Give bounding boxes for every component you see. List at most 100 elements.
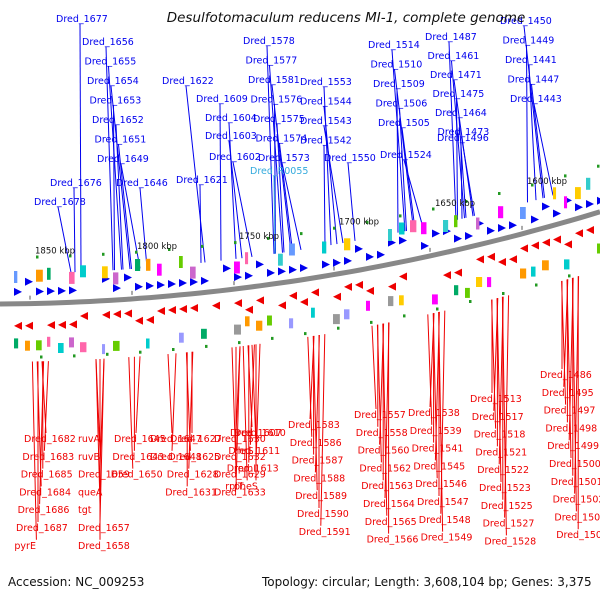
forward-gene-label: Dred_1441 [505,55,557,66]
forward-gene-label: Dred_1544 [300,97,352,108]
forward-leader-line [394,69,414,230]
forward-gene-label: Dred_1604 [205,113,257,124]
reverse-gene-label: Dred_1503 [554,512,600,523]
reverse-gene-label: Dred_1583 [288,420,340,431]
reverse-gene-label: Dred_1522 [477,465,529,476]
forward-cog-block [69,271,75,284]
forward-gene-label: Dred_1573 [258,153,310,164]
reverse-leader-line [371,325,377,410]
forward-gene-label: Dred_R0055 [250,166,308,177]
forward-gene-label: Dred_1653 [90,96,142,107]
scale-tick-label: 1650 kbp [435,199,475,209]
genome-backbone-arc [0,209,600,307]
reverse-gene-label: Dred_1657 [78,523,130,534]
reverse-gene-arrow [179,305,187,314]
forward-leader-line [451,60,465,219]
reverse-cog-block [564,259,570,270]
reverse-cog-block [14,338,19,349]
reverse-gene-label: ruvB [78,452,100,463]
reverse-gene-label: Dred_1632 [214,452,266,463]
forward-gene-label: Dred_1656 [82,37,134,48]
forward-leader-line [281,162,302,251]
forward-cog-block [146,258,151,271]
reverse-leader-line [39,361,45,505]
reverse-gene-label: Dred_1560 [358,446,410,457]
reverse-gene-label: Dred_1684 [19,487,71,498]
forward-leader-line [228,140,243,259]
forward-leader-line [269,65,283,253]
forward-gene-label: Dred_1447 [508,75,560,86]
forward-gene-arrow [146,281,154,290]
reverse-gene-arrow [531,241,539,250]
forward-gene-arrow [124,273,132,282]
forward-gene-label: Dred_1621 [176,175,228,186]
forward-leader-line [523,25,544,199]
reverse-gene-label: Dred_1629 [214,470,266,481]
forward-leader-line [323,125,344,244]
gc-marker [531,183,534,187]
reverse-cog-block [289,318,294,329]
forward-gene-label: Dred_1543 [300,116,352,127]
reverse-cog-block [366,300,370,311]
reverse-cog-block [333,314,340,325]
forward-gene-arrow [135,282,143,291]
reverse-gene-arrow [234,299,242,308]
forward-cog-block [421,222,427,235]
forward-gene-arrow [575,203,583,212]
reverse-gene-arrow [80,311,88,320]
gc-marker [267,236,270,240]
forward-leader-line [113,105,115,271]
forward-gene-label: Dred_1576 [251,95,303,106]
reverse-leader-line [382,323,388,516]
reverse-gene-label: Dred_1563 [361,481,413,492]
reverse-gene-label: Dred_1650 [111,470,163,481]
gc-marker [106,352,109,356]
reverse-gene-label: Dred_1528 [484,536,536,547]
forward-gene-arrow [190,277,198,286]
forward-gene-arrow [113,284,121,293]
reverse-gene-arrow [498,258,506,267]
reverse-gene-arrow [69,320,77,329]
forward-gene-arrow [399,236,407,245]
reverse-gene-labels: Dred_1682 ruvA Dred_1683 ruvB Dred_1685 Dred_… [14,370,600,552]
reverse-gene-label: Dred_1547 [417,497,469,508]
map-title: Desulfotomaculum reducens MI-1, complete… [167,10,526,26]
forward-gene-arrow [69,286,77,295]
forward-gene-arrow [245,271,253,280]
forward-cog-block [113,272,119,285]
reverse-gene-arrow [157,306,165,315]
forward-gene-arrow [542,202,550,211]
forward-gene-label: Dred_1678 [34,197,86,208]
forward-gene-label: Dred_1509 [373,79,425,90]
reverse-gene-label: Dred_1565 [365,517,417,528]
forward-leader-line [396,88,399,233]
reverse-gene-arrow [300,298,308,307]
reverse-gene-label: Dred_1566 [367,535,419,546]
forward-gene-arrow [58,286,66,295]
reverse-gene-arrow [311,288,319,297]
reverse-gene-label: Dred_1501 [551,477,600,488]
forward-cog-block [454,215,458,228]
forward-gene-arrow [531,215,539,224]
forward-cog-block [498,206,504,219]
gc-marker [469,300,472,303]
reverse-gene-label: Dred_1527 [483,519,535,530]
forward-gene-label: Dred_1646 [116,178,168,189]
gene-feature-tracks [14,164,600,359]
forward-gene-arrow [366,252,374,261]
forward-leader-line [57,206,72,273]
forward-cog-block [575,187,581,200]
reverse-leader-line [167,354,173,434]
forward-leader-line [401,127,416,230]
forward-gene-arrow [168,280,176,289]
reverse-cog-block [69,337,74,348]
forward-gene-label: Dred_1655 [85,57,137,68]
forward-gene-arrow [300,264,308,273]
reverse-leader-line [95,359,101,505]
gc-marker [238,341,241,345]
reverse-cog-block [80,342,87,353]
reverse-gene-label: Dred_1587 [292,456,344,467]
gc-marker [201,244,204,248]
forward-leader-line [185,85,206,263]
forward-cog-block [388,229,392,241]
